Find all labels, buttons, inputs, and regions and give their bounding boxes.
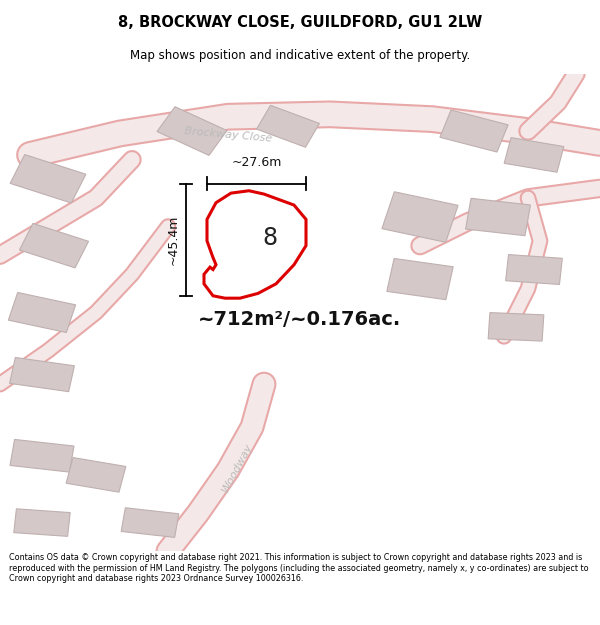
Polygon shape <box>10 357 74 392</box>
Polygon shape <box>121 508 179 538</box>
Polygon shape <box>382 192 458 242</box>
Polygon shape <box>440 110 508 152</box>
Text: 8, BROCKWAY CLOSE, GUILDFORD, GU1 2LW: 8, BROCKWAY CLOSE, GUILDFORD, GU1 2LW <box>118 14 482 29</box>
Text: ~45.4m: ~45.4m <box>166 214 179 265</box>
Polygon shape <box>66 458 126 492</box>
Polygon shape <box>157 107 227 156</box>
Polygon shape <box>10 154 86 203</box>
Polygon shape <box>14 509 70 536</box>
Polygon shape <box>204 191 306 298</box>
Polygon shape <box>466 198 530 236</box>
Text: ~712m²/~0.176ac.: ~712m²/~0.176ac. <box>199 310 401 329</box>
Text: Woodway: Woodway <box>220 441 254 494</box>
Text: Map shows position and indicative extent of the property.: Map shows position and indicative extent… <box>130 49 470 62</box>
Polygon shape <box>504 138 564 172</box>
Polygon shape <box>506 254 562 284</box>
Polygon shape <box>488 312 544 341</box>
Text: Contains OS data © Crown copyright and database right 2021. This information is : Contains OS data © Crown copyright and d… <box>9 554 589 583</box>
Polygon shape <box>19 223 89 268</box>
Polygon shape <box>257 105 319 148</box>
Text: 8: 8 <box>262 226 278 251</box>
Polygon shape <box>387 259 453 299</box>
Polygon shape <box>8 292 76 332</box>
Text: ~27.6m: ~27.6m <box>232 156 281 169</box>
Text: Brockway Close: Brockway Close <box>184 126 272 144</box>
Polygon shape <box>10 439 74 472</box>
